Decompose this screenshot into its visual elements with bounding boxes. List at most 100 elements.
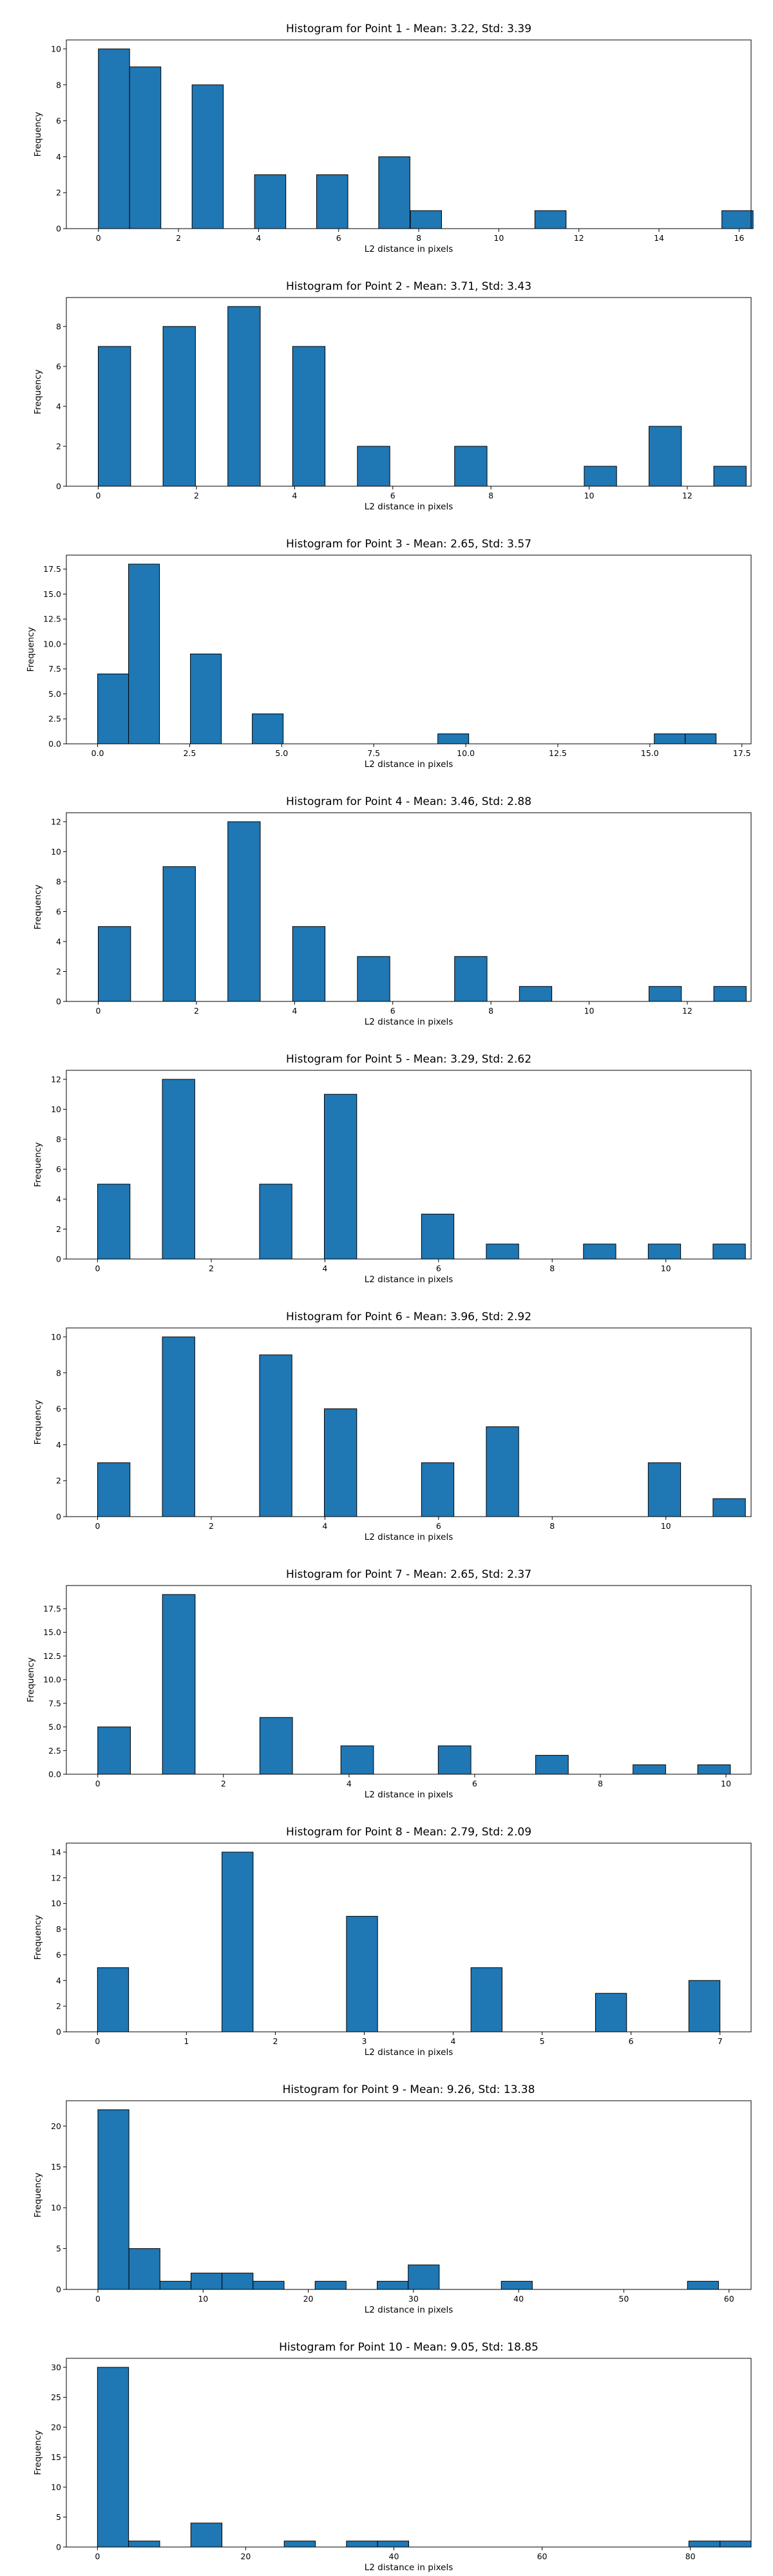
x-axis-label: L2 distance in pixels [365,244,453,254]
x-tick-label: 8 [488,1006,493,1016]
x-tick-label: 14 [654,233,664,243]
histogram-bar [323,1094,358,1260]
x-tick-label: 8 [598,1779,603,1788]
histogram-bar [454,956,488,1002]
y-tick-label: 30 [51,2362,61,2372]
x-tick-label: 10.0 [457,748,475,758]
histogram-bar [162,1594,196,1775]
x-axis-label: L2 distance in pixels [365,502,453,512]
plot-frame [66,812,752,1002]
y-tick-label: 10.0 [43,639,61,649]
y-tick-label: 2 [56,441,61,451]
y-tick-label: 12 [51,1074,61,1084]
x-tick-label: 2 [209,1264,214,1273]
x-tick-label: 2 [176,233,181,243]
x-tick-label: 10 [584,491,595,500]
y-tick-label: 12 [51,817,61,826]
x-tick-label: 8 [549,1521,555,1531]
histogram-bar [377,2280,409,2290]
y-tick-label: 15.0 [43,1627,61,1637]
x-tick-label: 4 [322,1521,327,1531]
y-axis-label: Frequency [33,2173,43,2218]
y-tick-label: 10.0 [43,1675,61,1685]
histogram-bar [292,926,326,1002]
y-tick-label: 5 [56,2244,61,2253]
histogram-bar [98,346,131,487]
y-axis-label: Frequency [33,885,43,930]
histogram-bar [595,1993,627,2032]
x-tick-label: 80 [685,2552,696,2561]
histogram-bar [159,2280,191,2290]
y-tick-label: 12 [51,1873,61,1882]
histogram-bar [437,1745,472,1775]
y-tick-label: 8 [56,321,61,331]
x-tick-label: 0 [95,1521,100,1531]
histogram-bar [97,673,129,744]
y-axis-label: Frequency [33,2430,43,2476]
histogram-bar [222,2273,254,2290]
histogram-bar [314,2280,347,2290]
chart-title: Histogram for Point 2 - Mean: 3.71, Std:… [286,280,531,293]
y-tick-label: 8 [56,1368,61,1378]
x-tick-label: 12 [574,233,584,243]
histogram-bar [410,210,442,229]
x-tick-label: 0 [96,491,101,500]
histogram-bar [259,1717,293,1775]
x-tick-label: 0 [95,2294,100,2304]
x-tick-label: 7.5 [367,748,380,758]
y-tick-label: 17.5 [43,1604,61,1613]
histogram-bar [535,1755,569,1775]
x-tick-label: 2 [221,1779,226,1788]
x-tick-label: 8 [416,233,421,243]
histogram-bar [654,733,686,744]
x-tick-label: 6 [472,1779,477,1788]
y-tick-label: 0 [56,2543,61,2552]
y-tick-label: 10 [51,44,61,53]
histogram-bar [128,564,160,744]
histogram-chart-4: Histogram for Point 4 - Mean: 3.46, Std:… [33,795,752,1027]
histogram-chart-9: Histogram for Point 9 - Mean: 9.26, Std:… [33,2083,752,2315]
histogram-bar [227,821,261,1002]
x-axis-label: L2 distance in pixels [365,2305,453,2315]
x-tick-label: 2 [194,491,199,500]
y-tick-label: 15.0 [43,589,61,599]
y-tick-label: 0 [56,1255,61,1264]
y-tick-label: 4 [56,936,61,946]
y-axis-label: Frequency [33,112,43,157]
y-tick-label: 2 [56,1476,61,1486]
y-axis-label: Frequency [33,1915,43,1960]
y-tick-label: 6 [56,1404,61,1414]
histogram-bar [190,2523,223,2548]
y-tick-label: 15 [51,2162,61,2172]
histogram-bar [421,1462,455,1517]
x-tick-label: 5.0 [275,748,288,758]
y-tick-label: 4 [56,152,61,162]
y-tick-label: 12.5 [43,614,61,624]
histogram-bar [97,1184,131,1260]
histogram-bar [633,1764,666,1775]
plot-frame [66,2100,752,2290]
y-tick-label: 15 [51,2452,61,2462]
x-tick-label: 0 [95,2036,100,2046]
y-tick-label: 2.5 [48,1746,61,1756]
y-axis-label: Frequency [33,1142,43,1188]
histogram-bar [712,1244,746,1260]
y-tick-label: 0 [56,224,61,234]
x-tick-label: 0 [95,1779,100,1788]
chart-title: Histogram for Point 10 - Mean: 9.05, Std… [279,2341,539,2354]
x-tick-label: 10 [198,2294,208,2304]
y-tick-label: 8 [56,1134,61,1144]
y-tick-label: 8 [56,876,61,886]
y-tick-label: 2 [56,1224,61,1234]
histogram-bar [97,1967,129,2032]
histogram-bar [97,2367,129,2548]
x-axis-label: L2 distance in pixels [365,1017,453,1027]
y-tick-label: 20 [51,2422,61,2432]
y-tick-label: 5 [56,2512,61,2522]
histogram-bar [584,466,617,487]
histogram-bar [128,2248,160,2290]
x-axis-label: L2 distance in pixels [365,2562,453,2573]
x-tick-label: 10 [493,233,504,243]
histogram-bar [190,2273,223,2290]
chart-title: Histogram for Point 5 - Mean: 3.29, Std:… [286,1053,531,1066]
